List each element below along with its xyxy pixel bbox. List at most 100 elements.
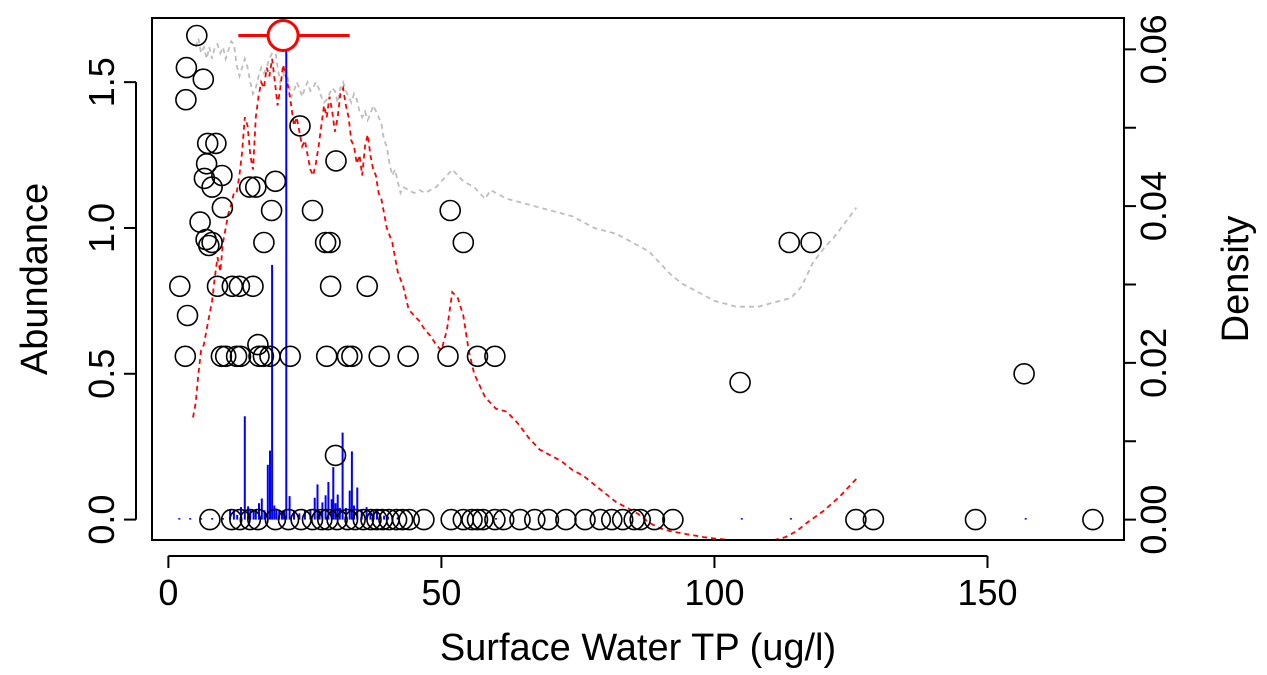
data-point (1013, 362, 1035, 385)
data-point (862, 508, 885, 531)
x-axis-label: Surface Water TP (ug/l) (440, 627, 836, 669)
data-point (175, 56, 198, 79)
data-point (195, 153, 218, 175)
data-point (800, 231, 822, 254)
data-point (352, 508, 375, 531)
data-point (319, 231, 341, 254)
fitted-curve-layer (192, 58, 858, 541)
data-point (228, 275, 251, 298)
data-point (537, 508, 560, 531)
data-point (391, 508, 414, 531)
data-point (225, 345, 248, 368)
y2-tick-label: 0.02 (1133, 328, 1174, 398)
reference-curve-layer (194, 38, 858, 308)
data-point (324, 444, 347, 467)
y-tick-label: 0.0 (81, 495, 122, 545)
data-point (360, 508, 382, 531)
data-point (472, 508, 494, 531)
data-point (264, 170, 287, 193)
data-point (289, 115, 311, 137)
data-point (778, 231, 801, 254)
data-point (277, 508, 300, 531)
data-point (239, 508, 262, 531)
data-point (440, 508, 463, 531)
data-point (611, 508, 634, 531)
x-tick-label: 0 (158, 572, 178, 613)
data-point (214, 345, 237, 368)
data-point (245, 176, 267, 198)
y2-axis-label: Density (1215, 216, 1257, 343)
data-point (964, 508, 987, 531)
data-point (301, 199, 324, 222)
data-point (1082, 508, 1104, 531)
data-point (341, 345, 363, 368)
data-point (211, 196, 234, 219)
y-tick-label: 1.5 (81, 57, 122, 107)
data-point (279, 345, 302, 368)
y2-tick-label: 0.06 (1133, 14, 1174, 84)
data-point (397, 345, 419, 368)
data-point (574, 508, 596, 531)
data-point (523, 508, 546, 531)
x-tick-label: 150 (957, 572, 1017, 613)
y-axis-right: 0.00 0.02 0.04 0.06 (1123, 14, 1174, 555)
data-point (484, 345, 506, 368)
y2-tick-label: 0.04 (1133, 171, 1174, 241)
data-point (484, 508, 506, 531)
data-point (509, 508, 531, 531)
points-layer (169, 24, 1104, 531)
data-point (201, 176, 223, 198)
x-tick-label: 50 (421, 572, 461, 613)
plot-box (151, 17, 1125, 541)
data-point (229, 345, 252, 368)
data-point (461, 508, 483, 531)
data-point (174, 345, 197, 368)
data-point (210, 345, 233, 368)
y-tick-label: 0.5 (81, 349, 122, 399)
data-point (205, 132, 227, 155)
data-point (319, 275, 342, 298)
fitted-curve (192, 58, 858, 541)
optimum-layer (238, 19, 350, 52)
y-tick-label: 1.0 (81, 203, 122, 253)
reference-curve (194, 38, 858, 308)
data-point (238, 176, 261, 198)
data-point (662, 508, 684, 531)
data-point (253, 231, 275, 254)
data-point (310, 508, 333, 531)
y-axis-left: 0.0 0.5 1.0 1.5 (81, 57, 137, 545)
data-point (344, 508, 366, 531)
data-point (201, 231, 223, 254)
data-point (186, 24, 208, 47)
data-point (845, 508, 867, 531)
data-point (589, 508, 612, 531)
data-point (264, 508, 287, 531)
data-point (220, 508, 243, 531)
data-point (199, 508, 221, 531)
data-point (437, 345, 459, 368)
data-point (326, 508, 348, 531)
data-point (252, 345, 275, 368)
data-point (398, 508, 421, 531)
data-point (247, 333, 269, 356)
y-axis-label: Abundance (14, 183, 56, 375)
data-point (192, 68, 215, 90)
data-point (729, 371, 751, 394)
data-point (301, 508, 324, 531)
data-point (315, 345, 338, 368)
y2-tick-label: 0.00 (1133, 485, 1174, 555)
data-point (176, 304, 199, 327)
data-point (248, 345, 270, 368)
data-point (247, 508, 269, 531)
x-tick-label: 100 (684, 572, 744, 613)
data-point (325, 150, 347, 172)
data-point (368, 345, 391, 368)
data-point (643, 508, 666, 531)
data-point (242, 275, 264, 298)
data-point (385, 508, 408, 531)
data-point (260, 199, 283, 222)
optimum-marker (266, 19, 300, 52)
data-point (555, 508, 577, 531)
data-point (492, 508, 515, 531)
